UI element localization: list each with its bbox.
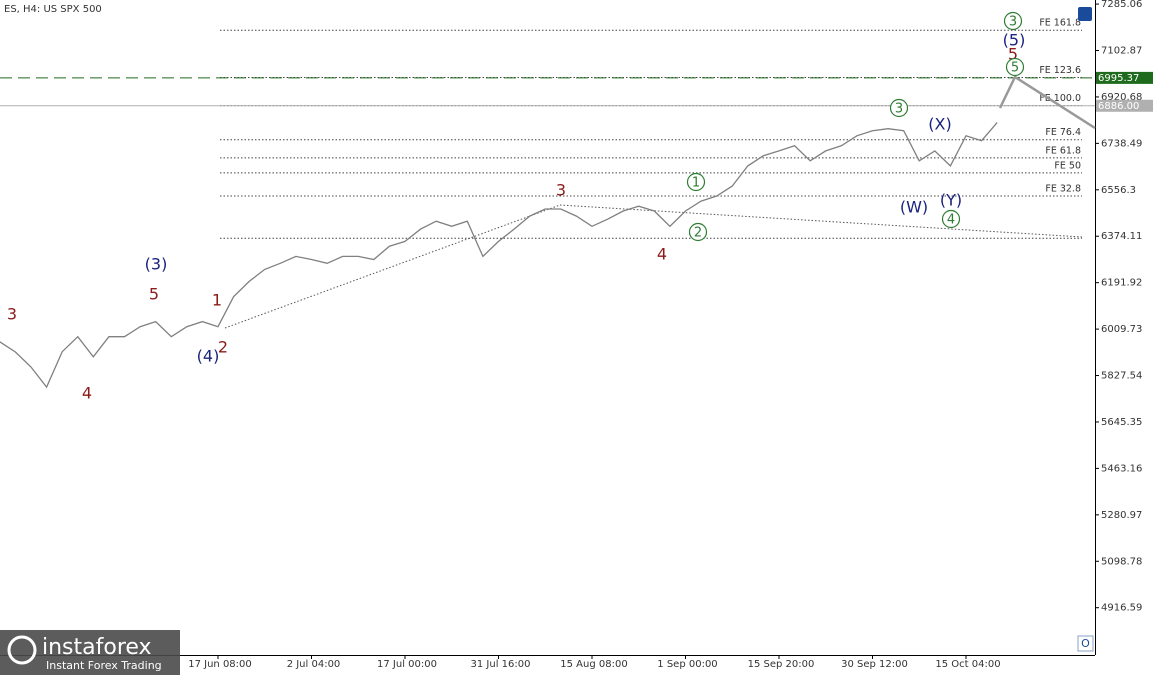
x-tick-label: 2 Jul 04:00 bbox=[287, 659, 341, 670]
x-tick-label: 17 Jul 00:00 bbox=[377, 659, 437, 670]
x-tick-label: 15 Aug 08:00 bbox=[560, 659, 627, 670]
x-tick-label: 15 Sep 20:00 bbox=[748, 659, 815, 670]
icon-button[interactable] bbox=[1077, 635, 1094, 652]
logo-brand: instaforex bbox=[42, 635, 152, 660]
fe-label: FE 76.4 bbox=[1045, 127, 1081, 138]
wave-label: 5 bbox=[149, 285, 159, 304]
axes: 4916.59 5098.78 5280.97 5463.16 5645.35 5827.… bbox=[188, 0, 1153, 670]
wave-label: 4 bbox=[82, 384, 92, 403]
wave-label: (4) bbox=[197, 347, 220, 366]
x-tick-label: 31 Jul 16:00 bbox=[471, 659, 531, 670]
wave-circle bbox=[941, 209, 961, 229]
y-tick-label: 6009.73 bbox=[1101, 324, 1142, 335]
y-tick-label: 6738.49 bbox=[1101, 138, 1142, 149]
fe-label: FE 50 bbox=[1054, 160, 1081, 171]
fe-label: FE 123.6 bbox=[1039, 65, 1081, 76]
y-tick-label: 5827.54 bbox=[1101, 371, 1142, 382]
price-box bbox=[1096, 71, 1153, 84]
projection-line bbox=[998, 75, 1096, 130]
wave-label: 5 bbox=[1008, 45, 1018, 64]
icon-label: O bbox=[1081, 637, 1090, 650]
wave-circle bbox=[688, 222, 708, 242]
wave-label: 3 bbox=[7, 305, 17, 324]
fe-label: FE 32.8 bbox=[1045, 184, 1081, 195]
logo-bg bbox=[0, 630, 180, 675]
logo-icon bbox=[7, 635, 37, 665]
wave-label: 2 bbox=[694, 226, 702, 241]
y-tick-label: 5098.78 bbox=[1101, 556, 1142, 567]
wave-label: 1 bbox=[212, 291, 222, 310]
fe-label: FE 61.8 bbox=[1045, 145, 1081, 156]
fe-label: FE 100.0 bbox=[1039, 93, 1081, 104]
y-tick-label: 6191.92 bbox=[1101, 278, 1142, 289]
x-tick-label: 15 Oct 04:00 bbox=[935, 659, 1000, 670]
wave-circle bbox=[1005, 57, 1025, 77]
price-label: 6995.37 bbox=[1098, 73, 1139, 84]
y-tick-label: 7102.87 bbox=[1101, 45, 1142, 56]
wave-circle bbox=[1003, 11, 1023, 31]
price-line-series bbox=[0, 122, 998, 389]
fe-label: FE 161.8 bbox=[1039, 18, 1081, 29]
wave-circle bbox=[889, 98, 909, 118]
y-tick-label: 7285.06 bbox=[1101, 0, 1142, 10]
y-tick-label: 6374.11 bbox=[1101, 231, 1142, 242]
wave-label: 4 bbox=[947, 213, 955, 228]
price-box bbox=[1096, 99, 1153, 112]
wave-label: (3) bbox=[145, 255, 168, 274]
y-tick-label: 6920.68 bbox=[1101, 92, 1142, 103]
wave-label: (Y) bbox=[940, 191, 962, 210]
plot bbox=[0, 122, 998, 389]
wave-label: 3 bbox=[895, 102, 903, 117]
wave-label: 4 bbox=[657, 245, 667, 264]
wave-label: 3 bbox=[1009, 15, 1017, 30]
y-tick-label: 4916.59 bbox=[1101, 603, 1142, 614]
x-tick-label: 17 Jun 08:00 bbox=[188, 659, 252, 670]
y-tick-label: 5463.16 bbox=[1101, 463, 1142, 474]
y-tick-label: 6556.3 bbox=[1101, 185, 1136, 196]
y-tick-label: 5280.97 bbox=[1101, 510, 1142, 521]
logo-tagline: Instant Forex Trading bbox=[46, 659, 162, 672]
icon[interactable] bbox=[1078, 7, 1092, 21]
wave-label: 5 bbox=[1011, 61, 1019, 76]
wave-circle bbox=[686, 172, 706, 192]
wave-label: (W) bbox=[900, 198, 928, 217]
wave-label: (5) bbox=[1003, 31, 1026, 50]
chart-title: ES, H4: US SPX 500 bbox=[4, 4, 102, 15]
wave-label: 2 bbox=[218, 338, 228, 357]
x-tick-label: 30 Sep 12:00 bbox=[841, 659, 908, 670]
x-tick-label: 1 Sep 00:00 bbox=[657, 659, 717, 670]
price-label: 6886.00 bbox=[1098, 101, 1139, 112]
wave-label: 3 bbox=[556, 181, 566, 200]
fe-levels: FE 161.8 FE 123.6 FE 100.0 FE 76.4 FE 61.8 FE… bbox=[0, 18, 1095, 239]
wave-label: 1 bbox=[692, 176, 700, 191]
wave-label: (X) bbox=[928, 115, 951, 134]
y-tick-label: 5645.35 bbox=[1101, 417, 1142, 428]
